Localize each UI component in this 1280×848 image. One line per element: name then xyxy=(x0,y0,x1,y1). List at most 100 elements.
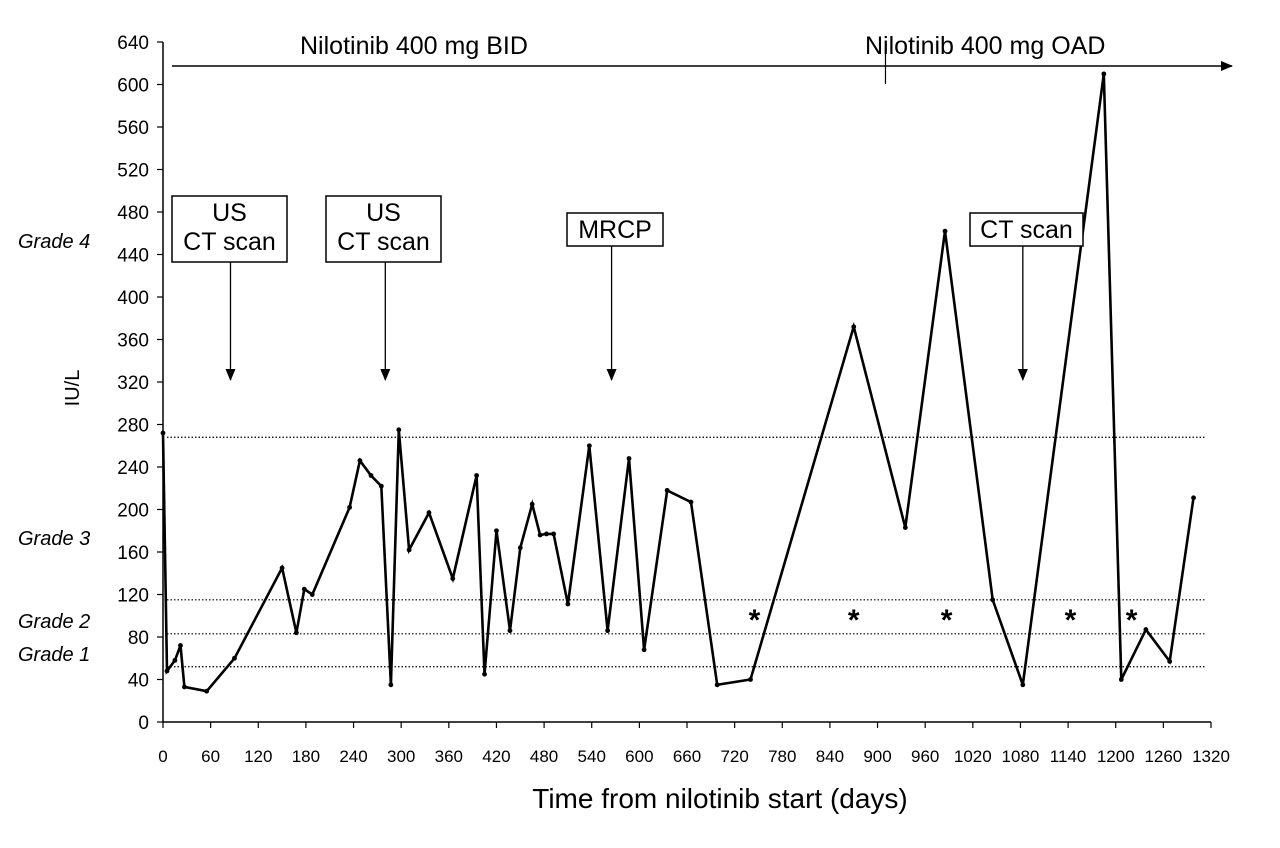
data-point xyxy=(1101,71,1107,77)
data-point xyxy=(388,682,394,688)
x-tick-label: 240 xyxy=(339,747,367,766)
y-tick-label: 600 xyxy=(117,76,149,97)
data-point xyxy=(990,597,996,603)
data-point xyxy=(1191,495,1196,501)
x-tick-label: 1320 xyxy=(1192,747,1230,766)
data-point xyxy=(406,547,412,553)
x-tick-label: 60 xyxy=(201,747,220,766)
star-markers: * * * * * xyxy=(749,604,1138,637)
annotation-text: CT scan xyxy=(337,228,430,256)
data-point xyxy=(1118,677,1124,682)
y-tick-label: 360 xyxy=(117,331,149,352)
data-point xyxy=(641,647,647,653)
data-point xyxy=(279,565,285,571)
data-point xyxy=(309,592,315,597)
data-point xyxy=(664,487,670,493)
data-point xyxy=(426,510,432,516)
data-point xyxy=(347,504,352,510)
y-tick-label: 280 xyxy=(117,416,149,437)
data-point xyxy=(537,532,543,538)
annotation-box xyxy=(325,195,442,263)
y-axis-label: IU/L xyxy=(62,370,84,407)
data-point xyxy=(748,677,753,682)
x-tick-label: 960 xyxy=(911,747,939,766)
x-tick-label: 780 xyxy=(768,747,796,766)
x-tick-label: 720 xyxy=(720,747,748,766)
y-tick-label: 320 xyxy=(117,373,149,394)
star-marker: * xyxy=(848,604,860,637)
x-tick-label: 120 xyxy=(244,747,272,766)
x-tick-label: 180 xyxy=(292,747,320,766)
star-marker: * xyxy=(1126,604,1138,637)
data-point xyxy=(301,586,307,592)
annotation-text: CT scan xyxy=(183,228,276,256)
x-tick-label: 0 xyxy=(158,747,167,766)
annotation-text: CT scan xyxy=(980,216,1073,244)
y-tick-label: 520 xyxy=(117,161,149,182)
x-tick-label: 1260 xyxy=(1144,747,1182,766)
y-tick-label: 240 xyxy=(117,458,149,479)
data-point xyxy=(396,427,402,433)
y-tick-label: 0 xyxy=(138,713,149,734)
annotation-text: US xyxy=(212,199,247,227)
y-tick-label: 400 xyxy=(117,288,149,309)
y-tick-label: 160 xyxy=(117,543,149,564)
regimen-bid-label: Nilotinib 400 mg BID xyxy=(300,32,528,60)
data-point xyxy=(293,630,299,636)
x-tick-label: 420 xyxy=(482,747,510,766)
x-tick-label: 360 xyxy=(435,747,463,766)
grade-label-grade-3: Grade 3 xyxy=(18,528,90,550)
x-tick-label: 1020 xyxy=(954,747,992,766)
data-point xyxy=(714,682,720,688)
data-point xyxy=(551,531,557,537)
x-tick-label: 900 xyxy=(863,747,891,766)
x-tick-label: 840 xyxy=(816,747,844,766)
annotation-box xyxy=(566,212,664,247)
data-point xyxy=(851,324,857,330)
data-point xyxy=(517,545,523,551)
data-point xyxy=(565,601,571,607)
series-line xyxy=(161,73,1195,693)
alt-series xyxy=(160,71,1196,694)
data-point xyxy=(902,525,908,530)
x-tick-label: 600 xyxy=(625,747,653,766)
grade-label-grade-4: Grade 4 xyxy=(18,231,90,253)
x-axis-label: Time from nilotinib start (days) xyxy=(532,783,908,814)
star-marker: * xyxy=(749,604,761,637)
x-tick-label: 300 xyxy=(387,747,415,766)
data-point xyxy=(529,501,535,507)
data-point xyxy=(204,688,210,694)
grade-label-grade-2: Grade 2 xyxy=(18,611,90,633)
regimen-timeline: Nilotinib 400 mg BID Nilotinib 400 mg OA… xyxy=(172,32,1233,84)
y-tick-label: 80 xyxy=(128,628,149,649)
annotation-text: US xyxy=(366,199,401,227)
y-tick-label: 640 xyxy=(117,33,149,54)
x-tick-label: 540 xyxy=(578,747,606,766)
data-point xyxy=(378,483,384,489)
y-tick-label: 440 xyxy=(117,246,149,267)
data-point xyxy=(586,443,592,449)
data-point xyxy=(182,684,187,690)
axes: 0 40 80 120 160 200 240 280 320 360 400 440 480 520 56… xyxy=(18,33,1230,766)
x-tick-label: 1080 xyxy=(1002,747,1040,766)
data-point xyxy=(474,473,480,478)
data-point xyxy=(1143,627,1149,632)
y-tick-label: 200 xyxy=(117,501,149,522)
data-point xyxy=(1167,659,1173,664)
data-point xyxy=(357,458,363,464)
regimen-oad-label: Nilotinib 400 mg OAD xyxy=(865,32,1105,60)
y-tick-label: 480 xyxy=(117,203,149,224)
data-point xyxy=(494,528,499,534)
x-tick-label: 1200 xyxy=(1097,747,1135,766)
annotation-text: MRCP xyxy=(578,216,652,244)
star-marker: * xyxy=(941,604,953,637)
x-tick-label: 660 xyxy=(673,747,701,766)
annotation-box xyxy=(171,195,288,263)
annotation-box xyxy=(969,212,1084,247)
grade-label-grade-1: Grade 1 xyxy=(18,644,90,666)
data-point xyxy=(507,628,513,634)
y-tick-label: 560 xyxy=(117,118,149,139)
x-tick-label: 480 xyxy=(530,747,558,766)
